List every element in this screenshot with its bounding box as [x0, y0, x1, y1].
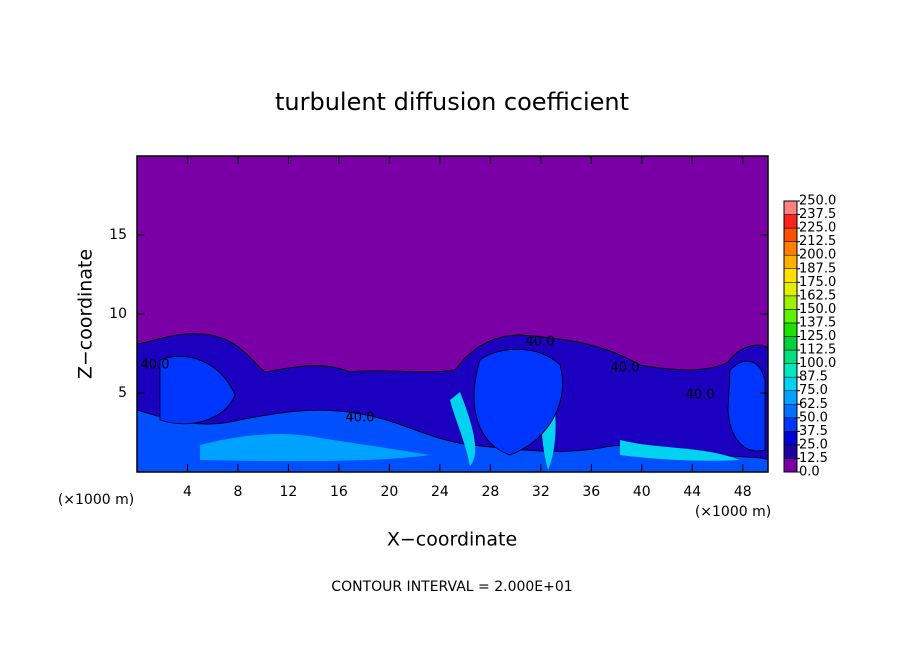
x-tick-label: 4	[183, 484, 192, 500]
colorbar-band	[783, 227, 798, 242]
field	[136, 156, 769, 473]
colorbar-label: 62.5	[799, 397, 828, 412]
colorbar-label: 175.0	[799, 275, 836, 290]
field-region	[473, 348, 563, 456]
colorbar-label: 237.5	[799, 207, 836, 222]
colorbar-band	[783, 444, 798, 459]
colorbar-band	[783, 458, 798, 473]
colorbar-band	[783, 336, 798, 351]
contour-label: 40.0	[611, 361, 640, 376]
colorbar-label: 50.0	[799, 410, 828, 425]
x-tick-label: 28	[481, 484, 499, 500]
chart-title: turbulent diffusion coefficient	[275, 88, 629, 116]
y-tick-label: 10	[109, 306, 127, 322]
x-tick-label: 36	[582, 484, 600, 500]
colorbar-label: 212.5	[799, 234, 836, 249]
colorbar-band	[783, 268, 798, 283]
y-tick-label: 5	[118, 385, 127, 401]
x-tick-label: 24	[431, 484, 449, 500]
colorbar-band	[783, 376, 798, 391]
colorbar-band	[783, 214, 798, 229]
colorbar-label: 187.5	[799, 261, 836, 276]
colorbar-label: 162.5	[799, 288, 836, 303]
contour-label: 40.0	[526, 335, 555, 350]
field-region	[450, 380, 740, 470]
colorbar-band	[783, 349, 798, 364]
colorbar-label: 87.5	[799, 370, 828, 385]
x-tick-label: 44	[683, 484, 701, 500]
y-tick-label: 15	[109, 227, 127, 243]
contour-label: 40.0	[141, 358, 170, 373]
x-tick-label: 12	[280, 484, 298, 500]
colorbar-label: 150.0	[799, 302, 836, 317]
colorbar-label: 125.0	[799, 329, 836, 344]
colorbar-band	[783, 282, 798, 297]
field-region	[159, 355, 766, 452]
field-region	[200, 434, 430, 462]
colorbar-band	[783, 309, 798, 324]
colorbar-band	[783, 241, 798, 256]
colorbar-label: 225.0	[799, 221, 836, 236]
colorbar-label: 200.0	[799, 248, 836, 263]
colorbar-label: 0.0	[799, 465, 820, 480]
colorbar-band	[783, 254, 798, 269]
contour-label: 40.0	[686, 388, 715, 403]
colorbar-band	[783, 363, 798, 378]
x-tick-label: 8	[233, 484, 242, 500]
colorbar-label: 112.5	[799, 343, 836, 358]
x-tick-label: 32	[532, 484, 550, 500]
colorbar-band	[783, 390, 798, 405]
colorbar-label: 25.0	[799, 437, 828, 452]
y-unit: (×1000 m)	[58, 492, 134, 508]
x-tick-label: 48	[734, 484, 752, 500]
colorbar-label: 250.0	[799, 194, 836, 209]
x-tick-label: 20	[380, 484, 398, 500]
colorbar-label: 137.5	[799, 315, 836, 330]
colorbar-band	[783, 417, 798, 432]
colorbar-label: 37.5	[799, 424, 828, 439]
x-tick-label: 16	[330, 484, 348, 500]
colorbar-label: 12.5	[799, 451, 828, 466]
x-tick-label: 40	[633, 484, 651, 500]
colorbar-band	[783, 322, 798, 337]
x-unit: (×1000 m)	[695, 504, 771, 520]
contour-label: 40.0	[346, 411, 375, 426]
colorbar-band	[783, 200, 798, 215]
colorbar-label: 75.0	[799, 383, 828, 398]
footer: CONTOUR INTERVAL = 2.000E+01	[331, 579, 572, 595]
y-axis-label: Z−coordinate	[75, 249, 97, 379]
colorbar-band	[783, 295, 798, 310]
x-axis-label: X−coordinate	[387, 529, 517, 551]
colorbar-label: 100.0	[799, 356, 836, 371]
colorbar-band	[783, 404, 798, 419]
colorbar-band	[783, 431, 798, 446]
